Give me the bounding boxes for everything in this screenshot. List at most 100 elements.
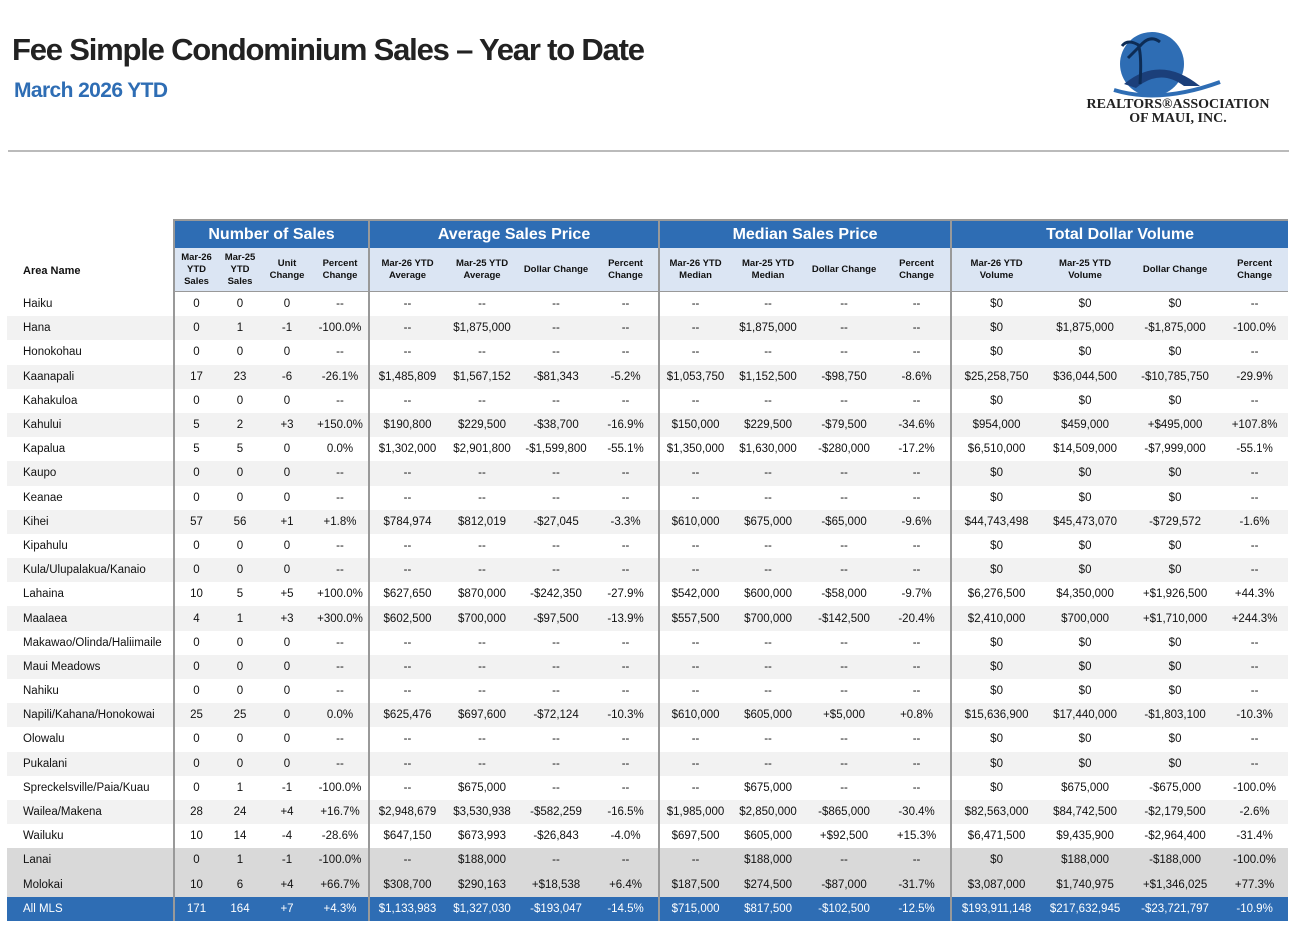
cell: --	[478, 539, 486, 552]
cell: $0	[1041, 751, 1130, 776]
cell: --	[312, 558, 370, 583]
cell: --	[731, 654, 806, 679]
cell: 0	[173, 775, 218, 800]
cell: 0	[283, 394, 291, 407]
cell: --	[621, 636, 630, 649]
cell: $0	[1078, 491, 1092, 504]
cell: $6,510,000	[950, 437, 1042, 462]
cell: $0	[1078, 346, 1092, 359]
cell: 1	[218, 316, 262, 341]
cell: --	[621, 733, 630, 746]
cell: +4.3%	[312, 896, 370, 921]
cell: --	[840, 539, 848, 552]
cell: --	[658, 848, 732, 873]
cell: $459,000	[1041, 412, 1130, 438]
cell: $784,974	[368, 509, 446, 534]
cell: -16.5%	[593, 799, 660, 825]
cell: $187,500	[658, 872, 732, 897]
cell: 0	[236, 346, 244, 359]
cell: $2,901,800	[453, 443, 511, 456]
cell: -1.6%	[1221, 509, 1289, 534]
cell: $0	[1041, 558, 1130, 583]
table-row: Olowalu 0 0 0 -- -- -- -- -- -- -- -- -- $0 $0 $0 --	[7, 727, 1288, 752]
area-name: Wailea/Makena	[7, 799, 174, 825]
cell: 28	[173, 799, 218, 825]
group-header-row: Area Name Number of Sales Average Sales Pr…	[7, 219, 1289, 277]
cell: --	[593, 848, 660, 873]
cell: --	[1250, 636, 1259, 649]
area-name: Maui Meadows	[7, 654, 174, 679]
cell: -$98,750	[805, 364, 884, 389]
cell: 0	[283, 346, 291, 359]
area-name: Kapalua	[23, 443, 66, 456]
cell: 0	[173, 340, 218, 365]
cell: $2,410,000	[950, 606, 1042, 631]
cell: 1	[236, 781, 244, 794]
cell: -$1,599,800	[525, 443, 587, 456]
cell: --	[368, 775, 446, 800]
cell: -100.0%	[312, 848, 370, 873]
cell: $715,000	[658, 896, 732, 921]
cell: $0	[1078, 733, 1092, 746]
cell: 0	[236, 733, 244, 746]
logo-text: OF MAUI, INC.	[1129, 111, 1226, 126]
cell: --	[336, 491, 344, 504]
cell: -$23,721,797	[1129, 896, 1222, 921]
cell: 0	[262, 558, 312, 583]
cell: -$729,572	[1129, 509, 1222, 534]
cell: -1	[262, 316, 312, 341]
cell: --	[658, 654, 732, 679]
cell: $0	[1129, 461, 1222, 486]
area-name: Maalaea	[7, 606, 174, 631]
cell: +$1,710,000	[1129, 606, 1222, 631]
cell: 0	[283, 298, 291, 311]
cell: 0	[173, 316, 218, 341]
cell: -$7,999,000	[1144, 443, 1206, 456]
cell: 6	[218, 872, 262, 897]
cell: $0	[950, 340, 1042, 365]
table-row: Kaupo 0 0 0 -- -- -- -- -- -- -- -- -- $0 $0 $0 --	[7, 461, 1289, 486]
cell: --	[912, 685, 921, 698]
cell: +$1,346,025	[1129, 872, 1222, 897]
cell: 0	[173, 485, 218, 510]
cell: $0	[950, 654, 1042, 679]
cell: --	[731, 558, 806, 583]
cell: --	[912, 733, 921, 746]
logo-text: REALTORS®ASSOCIATION	[1087, 97, 1270, 112]
cell: 0	[236, 685, 244, 698]
cell: --	[478, 733, 486, 746]
cell: --	[621, 539, 630, 552]
table-row: All MLS 171 164 +7 +4.3% $1,133,983 $1,327,030…	[7, 896, 1289, 921]
cell: +$92,500	[819, 830, 869, 843]
cell: -2.6%	[1221, 799, 1289, 825]
cell: --	[368, 727, 446, 752]
cell: --	[593, 461, 660, 486]
cell: -$81,343	[519, 364, 594, 389]
cell: 0	[283, 491, 291, 504]
cell: $1,485,809	[368, 364, 446, 389]
area-name: Pukalani	[7, 751, 174, 776]
cell: --	[368, 751, 446, 776]
cell: --	[552, 298, 560, 311]
cell: --	[519, 316, 594, 341]
cell: -14.5%	[593, 896, 660, 921]
cell: -100.0%	[1221, 848, 1289, 873]
cell: -34.6%	[883, 412, 952, 438]
column-header: Mar-26 YTD Volume	[950, 248, 1042, 292]
cell: $44,743,498	[950, 509, 1042, 534]
cell: -31.4%	[1236, 830, 1273, 843]
cell: -55.1%	[1236, 443, 1273, 456]
table-row: Spreckelsville/Paia/Kuau 0 1 -1 -100.0% -- $67…	[7, 775, 1288, 800]
column-header: Mar-25 YTD Sales	[218, 248, 262, 292]
cell: $605,000	[744, 830, 793, 843]
cell: $1,740,975	[1041, 872, 1130, 897]
cell: 10	[173, 824, 218, 849]
cell: --	[658, 533, 732, 559]
column-header: Percent Change	[883, 248, 952, 292]
cell: --	[552, 394, 560, 407]
area-name: Napili/Kahana/Honokowai	[7, 703, 174, 728]
area-name: Nahiku	[23, 685, 59, 698]
cell: --	[445, 751, 520, 776]
group-header: Number of Sales	[172, 219, 370, 248]
cell: --	[1250, 539, 1259, 552]
